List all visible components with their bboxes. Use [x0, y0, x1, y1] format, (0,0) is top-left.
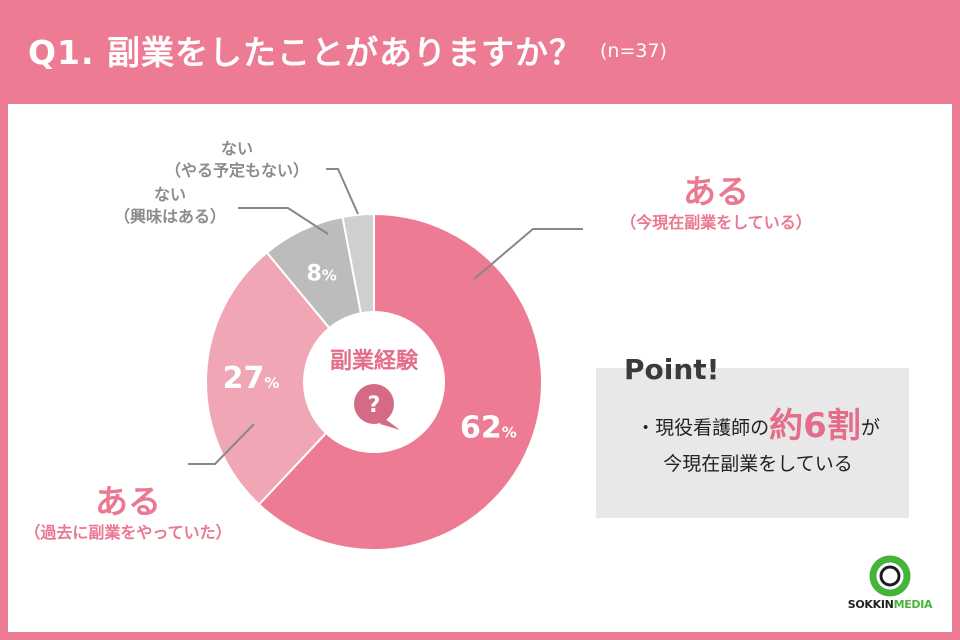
label-interested: ない （興味はある） [100, 184, 240, 228]
point-line1-suffix: が [860, 417, 880, 439]
point-text: ・現役看護師の約6割が 今現在副業をしている [608, 408, 908, 482]
point-box [596, 368, 909, 518]
slice-label-2: 8% [306, 262, 336, 287]
leader-line-interested [238, 207, 329, 235]
label-none-line2: （やる予定もない） [164, 161, 309, 180]
donut-hole [304, 312, 444, 452]
point-line2: 今現在副業をしている [663, 453, 853, 475]
content-card: 副業経験 ? 62% 27% 8% ある （今現在副業をしている） ある （過去に副… [8, 104, 952, 632]
logo-brand-dark: SOKKIN [847, 598, 894, 611]
label-none: ない （やる予定もない） [152, 138, 322, 182]
logo-text: SOKKINMEDIA [840, 598, 940, 611]
leader-line-current [473, 228, 583, 280]
label-current: ある （今現在副業をしている） [596, 172, 836, 234]
question-title: Q1. 副業をしたことがありますか？ [28, 33, 584, 72]
question-bubble-icon: ? [354, 384, 400, 430]
svg-text:?: ? [368, 393, 381, 418]
point-highlight: 約6割 [769, 406, 861, 446]
donut-chart: 副業経験 ? 62% 27% 8% [188, 168, 583, 551]
label-interested-line1: ない [153, 185, 186, 204]
slice-label-1: 27% [223, 361, 280, 396]
point-line1-prefix: ・現役看護師の [636, 417, 770, 439]
leader-line-none [326, 168, 359, 215]
label-past: ある （過去に副業をやっていた） [18, 482, 238, 544]
logo-brand-accent: MEDIA [893, 598, 933, 611]
leader-line-past [188, 423, 255, 465]
label-current-big: ある [683, 172, 749, 211]
label-past-big: ある [95, 482, 161, 521]
point-title: Point! [624, 353, 720, 386]
label-current-small: （今現在副業をしている） [620, 213, 812, 232]
slice-label-0: 62% [460, 410, 517, 445]
sokkin-logo-icon [869, 555, 911, 597]
label-past-small: （過去に副業をやっていた） [24, 523, 232, 542]
label-interested-line2: （興味はある） [113, 207, 226, 226]
center-label: 副業経験 [330, 348, 419, 374]
header: Q1. 副業をしたことがありますか？ (n=37) [0, 0, 960, 104]
label-none-line1: ない [220, 139, 253, 158]
sample-size: (n=37) [600, 40, 667, 62]
